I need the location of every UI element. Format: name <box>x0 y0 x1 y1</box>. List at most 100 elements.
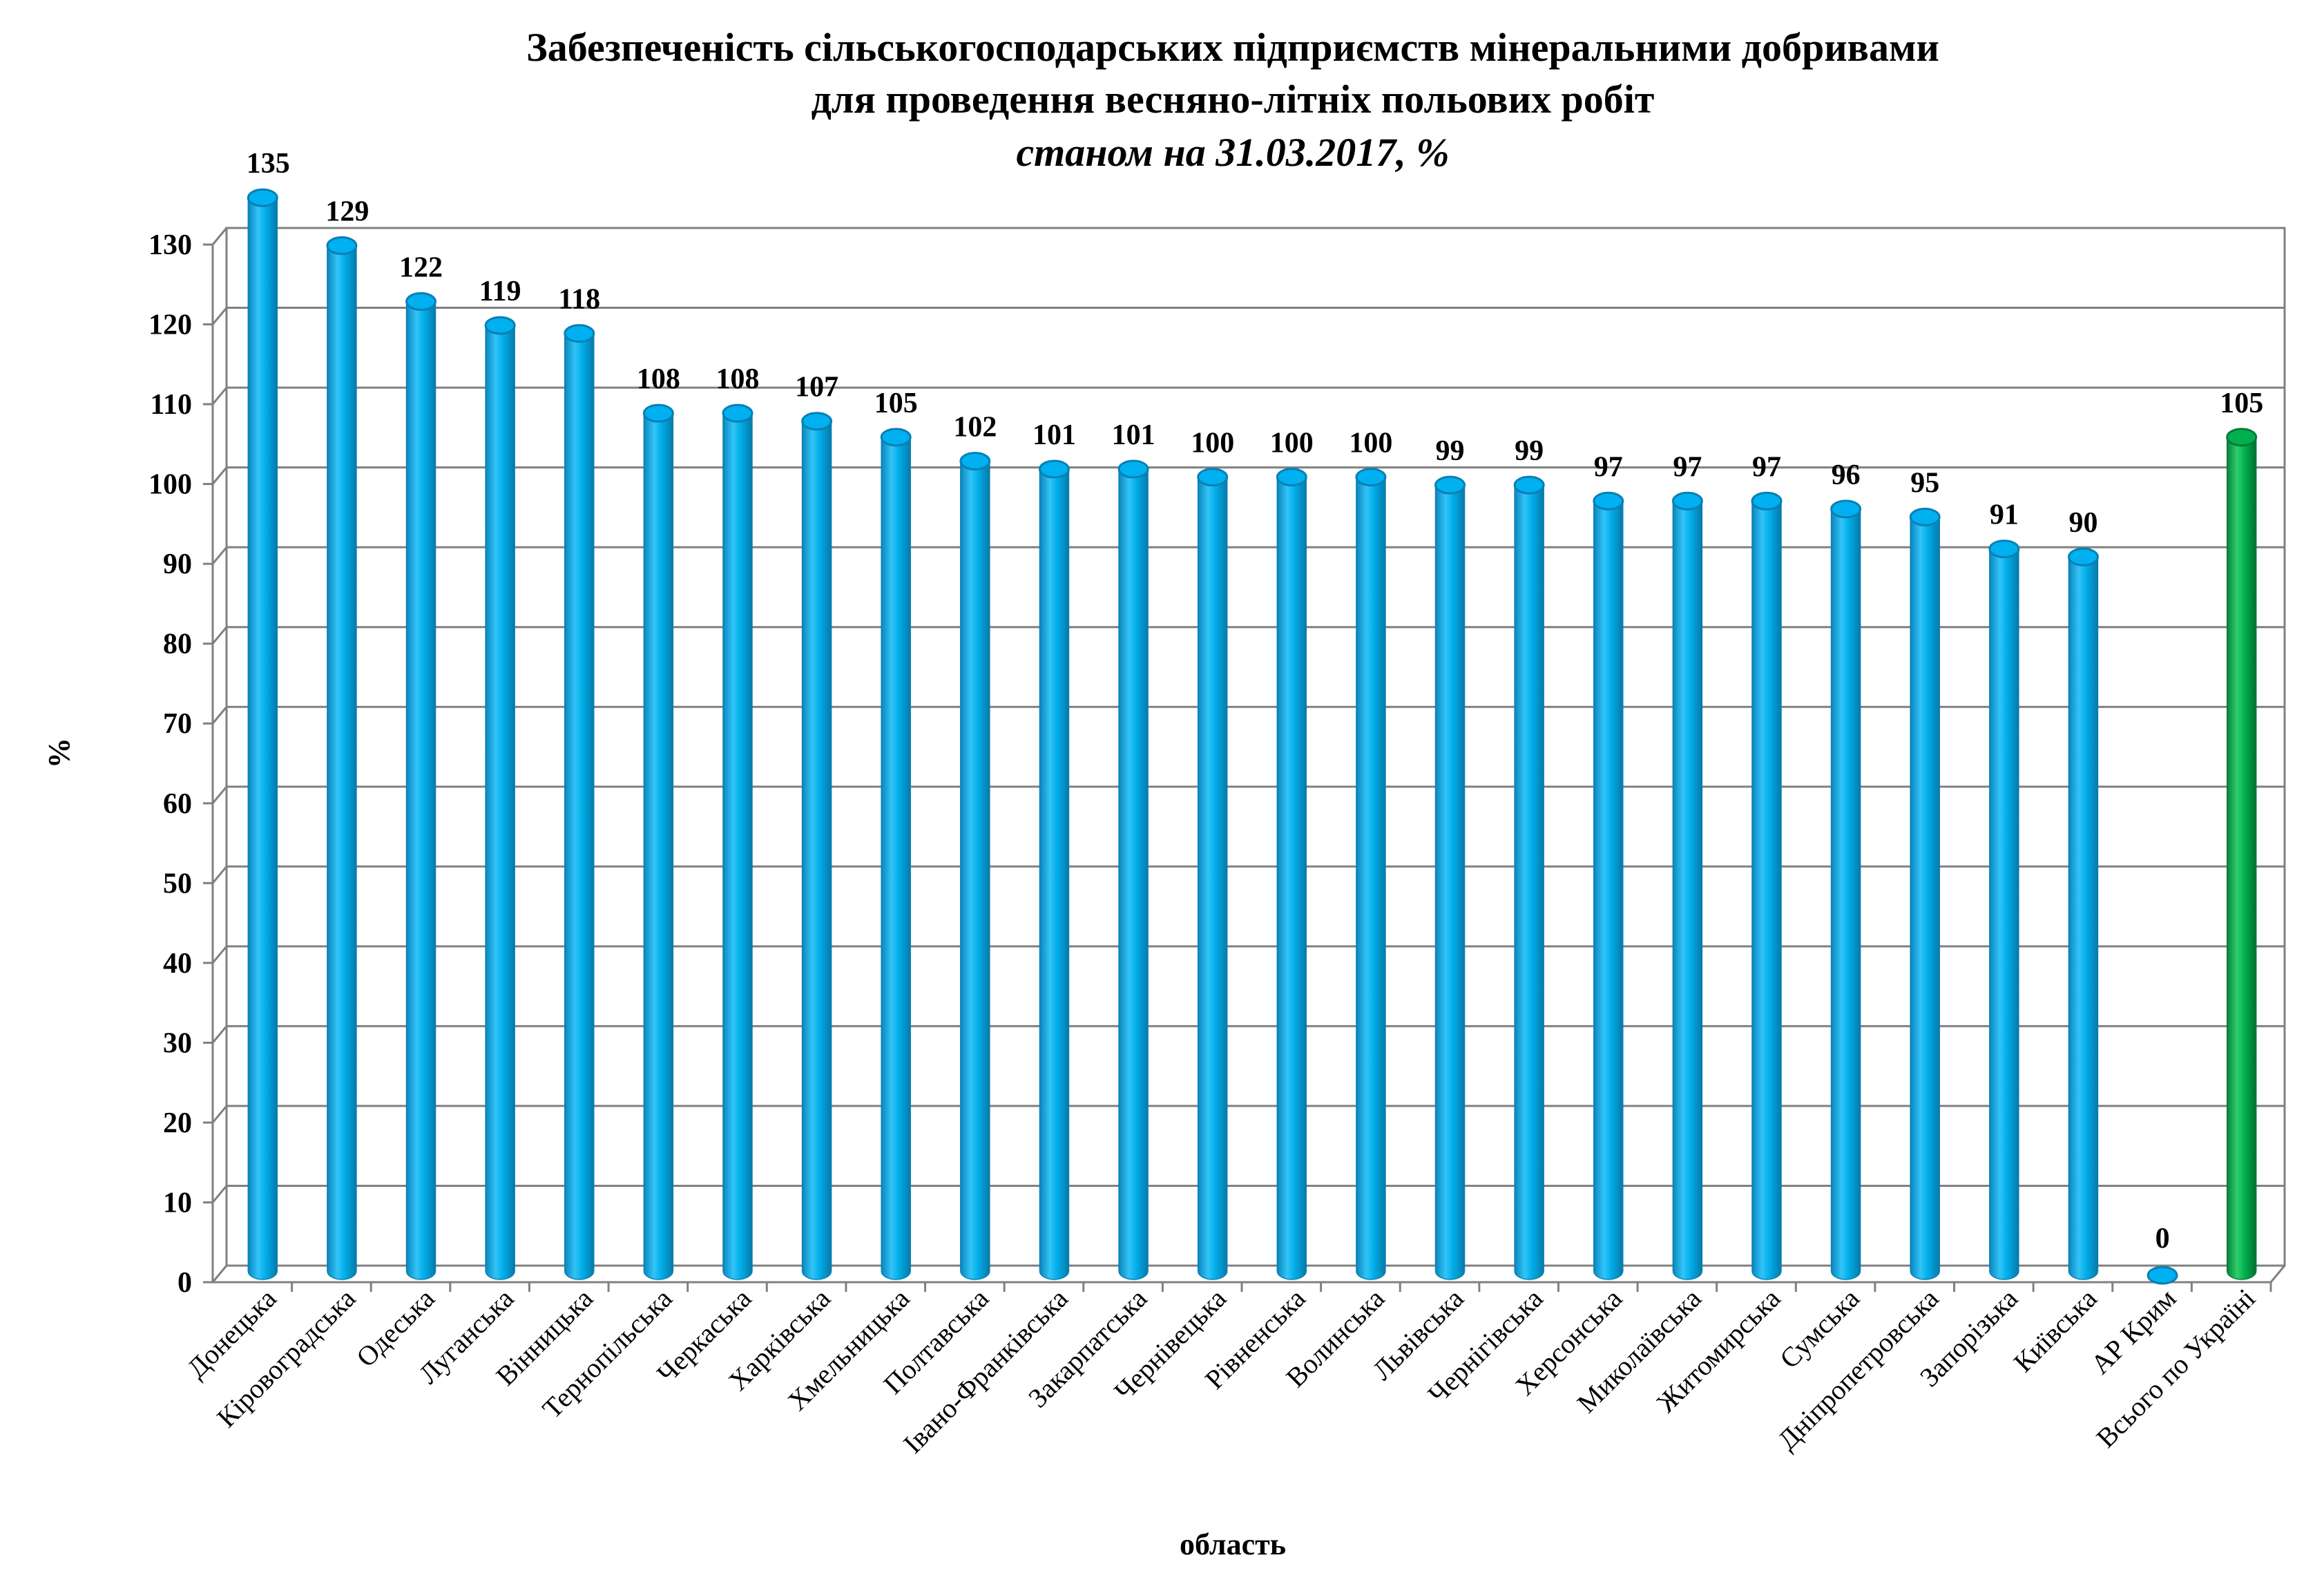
y-tick-label: 10 <box>163 1187 192 1219</box>
bar <box>1671 491 1703 1280</box>
bar-body <box>1830 508 1861 1280</box>
bar-top <box>1988 540 2020 559</box>
bar-body <box>485 325 515 1280</box>
chart-subtitle-date: станом на 31.03.2017, % <box>1016 130 1449 175</box>
bar-body <box>327 245 357 1280</box>
bar-body <box>643 412 674 1280</box>
bar <box>1117 459 1149 1280</box>
bar-top <box>722 403 753 423</box>
y-tick-label: 40 <box>163 948 192 980</box>
bar <box>1276 468 1307 1280</box>
bar <box>564 324 595 1280</box>
bar-body <box>960 460 990 1280</box>
bar-top <box>326 236 358 256</box>
bar <box>247 188 278 1280</box>
bar-top <box>405 292 437 311</box>
bar-top <box>1117 459 1149 479</box>
bar-body <box>1989 548 2019 1280</box>
data-label: 101 <box>1112 419 1155 451</box>
bar-top <box>1909 507 1941 526</box>
bar-top <box>2067 547 2099 566</box>
bar-top <box>1671 491 1703 511</box>
bar <box>959 452 991 1280</box>
gridline-side <box>211 945 228 964</box>
bar-top <box>1830 499 1862 519</box>
bar-top <box>484 316 516 335</box>
x-tick-label: Київська <box>2008 1282 2103 1378</box>
data-label: 119 <box>479 276 521 307</box>
data-label: 118 <box>558 284 600 316</box>
y-tick-label: 110 <box>150 389 192 421</box>
bar <box>1434 475 1466 1280</box>
gridline-side <box>211 626 228 645</box>
bar-body <box>1910 516 1940 1280</box>
data-label: 96 <box>1832 459 1861 491</box>
data-label: 108 <box>637 363 680 395</box>
x-axis-title: область <box>1180 1527 1286 1561</box>
data-label: 97 <box>1673 451 1702 483</box>
bar <box>1038 459 1070 1280</box>
gridlines <box>211 227 2285 1283</box>
chart-title: Забезпеченість сільськогосподарських під… <box>526 25 1939 70</box>
bar-body <box>247 197 278 1280</box>
gridline-side <box>211 1025 228 1044</box>
gridline-side <box>211 785 228 804</box>
gridline-side <box>211 866 228 884</box>
gridline-side <box>211 227 228 245</box>
y-tick-label: 70 <box>163 708 192 740</box>
data-label: 100 <box>1270 428 1314 459</box>
bar-top <box>801 412 833 431</box>
y-axis-title: % <box>42 738 76 768</box>
bar-body <box>1751 500 1782 1280</box>
bar <box>484 316 516 1280</box>
bar-body <box>1118 468 1149 1280</box>
x-tick-label: Кіровоградська <box>211 1282 361 1433</box>
data-label: 105 <box>874 388 918 419</box>
data-label: 108 <box>716 363 760 395</box>
bar-body <box>2226 437 2257 1280</box>
y-tick-label: 20 <box>163 1107 192 1139</box>
bar <box>2067 547 2099 1280</box>
data-label: 135 <box>247 148 290 180</box>
bar-top <box>1513 475 1545 495</box>
y-tick-label: 30 <box>163 1027 192 1059</box>
data-label: 97 <box>1752 451 1781 483</box>
bar <box>1593 491 1624 1280</box>
bar-body <box>1356 476 1386 1280</box>
bar-top <box>2147 1266 2178 1285</box>
plot-area <box>211 227 2286 1284</box>
gridline-side <box>211 1105 228 1123</box>
y-tick-label: 100 <box>148 469 192 501</box>
bar-body <box>1434 484 1466 1280</box>
data-label: 107 <box>795 372 838 403</box>
bar-top <box>1751 491 1783 511</box>
bar <box>405 292 437 1280</box>
bar-top <box>1434 475 1466 495</box>
bar-body <box>1672 500 1703 1280</box>
y-tick-label: 0 <box>177 1267 192 1299</box>
y-tick-label: 120 <box>148 309 192 341</box>
bar <box>1988 540 2020 1280</box>
data-label: 105 <box>2220 388 2263 419</box>
y-tick-label: 50 <box>163 868 192 899</box>
data-label: 0 <box>2155 1223 2170 1255</box>
bar <box>1751 491 1783 1280</box>
bar <box>642 403 674 1280</box>
data-label: 95 <box>1910 467 1939 499</box>
bar <box>1909 507 1941 1280</box>
bar <box>1830 499 1862 1280</box>
data-label: 122 <box>399 251 443 283</box>
bar <box>2147 1266 2178 1285</box>
gridline-side <box>211 466 228 485</box>
data-label: 129 <box>325 196 369 228</box>
data-label: 102 <box>953 412 997 444</box>
bar-top <box>959 452 991 471</box>
bar-body <box>1197 476 1228 1280</box>
data-label: 100 <box>1349 428 1392 459</box>
bar-top <box>1197 468 1229 487</box>
bar-body <box>564 332 595 1280</box>
bar-body <box>801 420 832 1280</box>
gridline-side <box>211 706 228 725</box>
bar <box>326 236 358 1280</box>
